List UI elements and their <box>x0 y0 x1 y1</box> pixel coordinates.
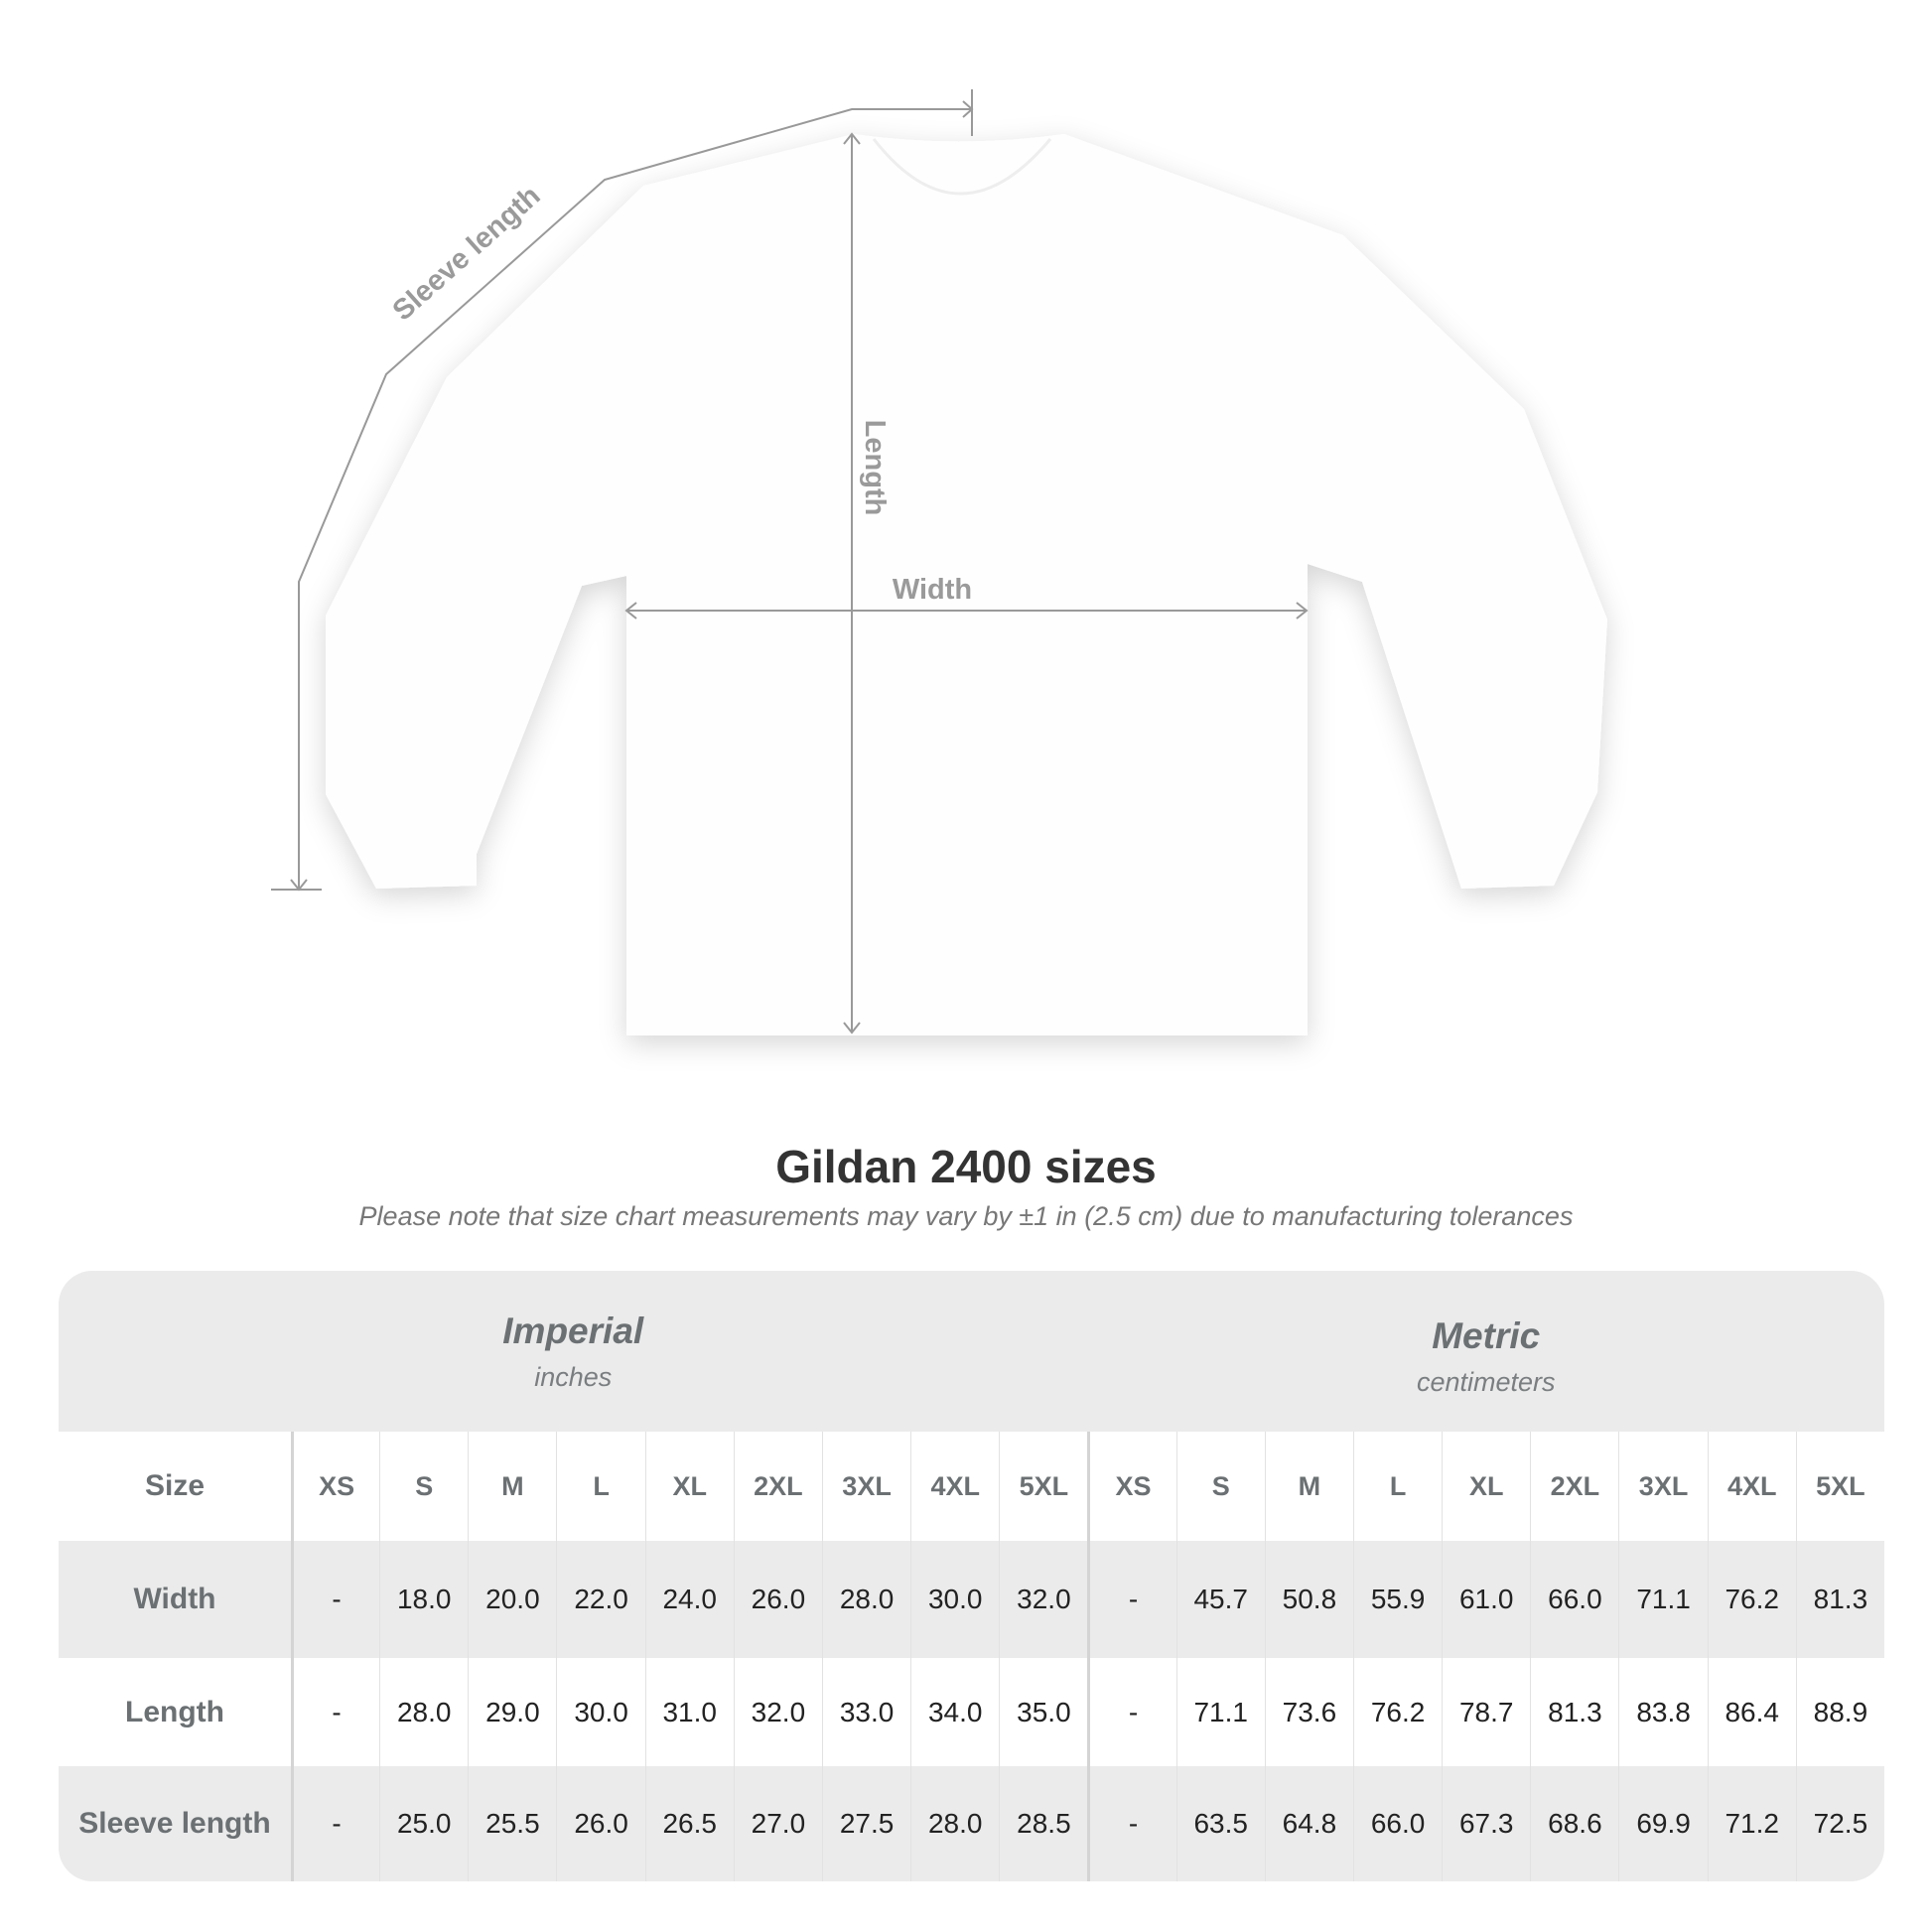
table-cell: 28.0 <box>821 1541 911 1658</box>
table-cell: 24.0 <box>644 1541 734 1658</box>
table-cell: 50.8 <box>1264 1541 1353 1658</box>
size-column-header: 3XL <box>821 1432 910 1541</box>
size-column-header: 3XL <box>1618 1432 1707 1541</box>
table-cell: 31.0 <box>644 1658 734 1766</box>
table-cell: 69.9 <box>1618 1766 1708 1881</box>
table-cell: 64.8 <box>1264 1766 1353 1881</box>
width-label: Width <box>893 574 972 606</box>
table-cell: - <box>1087 1766 1176 1881</box>
page-title: Gildan 2400 sizes <box>775 1141 1157 1192</box>
table-cell: 28.0 <box>379 1658 468 1766</box>
metric-header: Metric centimeters <box>1087 1271 1884 1432</box>
size-column-header: M <box>1264 1432 1353 1541</box>
table-cell: 73.6 <box>1264 1658 1353 1766</box>
table-cell: 22.0 <box>556 1541 645 1658</box>
size-column-header: XL <box>644 1432 734 1541</box>
length-label: Length <box>859 420 891 516</box>
table-cell: 86.4 <box>1707 1658 1796 1766</box>
table-cell: 71.1 <box>1175 1658 1265 1766</box>
table-cell: - <box>1087 1658 1175 1766</box>
table-cell: - <box>291 1658 379 1766</box>
table-cell: - <box>291 1766 380 1881</box>
table-cell: 71.2 <box>1707 1766 1796 1881</box>
size-column-header: 5XL <box>1795 1432 1884 1541</box>
table-cell: 55.9 <box>1352 1541 1443 1658</box>
table-cell: 32.0 <box>999 1541 1088 1658</box>
size-column-header: 2XL <box>733 1432 822 1541</box>
table-cell: 33.0 <box>821 1658 910 1766</box>
table-cell: 72.5 <box>1795 1766 1884 1881</box>
table-cell: 66.0 <box>1352 1766 1443 1881</box>
imperial-label: Imperial <box>502 1310 644 1351</box>
size-column-header: 4XL <box>910 1432 999 1541</box>
imperial-unit: inches <box>534 1361 613 1392</box>
table-cell: 76.2 <box>1352 1658 1442 1766</box>
table-cell: 26.0 <box>733 1541 822 1658</box>
shirt-diagram: Sleeve length Length Width <box>271 89 1607 1035</box>
table-cell: 88.9 <box>1795 1658 1884 1766</box>
table-cell: 30.0 <box>556 1658 644 1766</box>
table-cell: 28.5 <box>999 1766 1088 1881</box>
table-cell: 78.7 <box>1442 1658 1530 1766</box>
row-label: Width <box>59 1541 291 1658</box>
size-column-header: 2XL <box>1530 1432 1618 1541</box>
table-cell: 18.0 <box>379 1541 469 1658</box>
metric-unit: centimeters <box>1416 1366 1556 1397</box>
table-cell: 26.0 <box>556 1766 645 1881</box>
imperial-header: Imperial inches <box>59 1271 1088 1432</box>
size-column-header: XL <box>1442 1432 1530 1541</box>
size-column-header: L <box>556 1432 644 1541</box>
measurement-lines <box>271 89 1309 1035</box>
tolerance-note: Please note that size chart measurements… <box>358 1201 1574 1231</box>
table-cell: 30.0 <box>910 1541 1000 1658</box>
table-cell: 66.0 <box>1530 1541 1619 1658</box>
table-cell: 25.5 <box>468 1766 557 1881</box>
table-cell: 76.2 <box>1707 1541 1796 1658</box>
size-column-header: 4XL <box>1707 1432 1796 1541</box>
table-cell: - <box>1087 1541 1176 1658</box>
size-table: Imperial inches Metric centimeters Size X… <box>59 1271 1884 1881</box>
size-column-header: L <box>1352 1432 1442 1541</box>
neckline <box>872 138 1052 196</box>
size-column-header: S <box>1175 1432 1265 1541</box>
row-label: Sleeve length <box>59 1766 291 1881</box>
table-cell: - <box>291 1541 380 1658</box>
table-cell: 20.0 <box>468 1541 557 1658</box>
table-cell: 71.1 <box>1618 1541 1708 1658</box>
table-cell: 29.0 <box>468 1658 556 1766</box>
table-cell: 83.8 <box>1618 1658 1707 1766</box>
table-cell: 68.6 <box>1530 1766 1619 1881</box>
table-cell: 63.5 <box>1175 1766 1265 1881</box>
table-cell: 81.3 <box>1530 1658 1618 1766</box>
size-header: Size <box>144 1469 206 1502</box>
table-cell: 34.0 <box>910 1658 999 1766</box>
row-label: Length <box>125 1695 224 1728</box>
size-column-header: XS <box>1087 1432 1175 1541</box>
table-cell: 61.0 <box>1442 1541 1531 1658</box>
table-cell: 26.5 <box>644 1766 734 1881</box>
size-column-header: 5XL <box>999 1432 1087 1541</box>
table-cell: 45.7 <box>1175 1541 1265 1658</box>
table-cell: 81.3 <box>1795 1541 1884 1658</box>
table-cell: 27.0 <box>733 1766 822 1881</box>
table-cell: 25.0 <box>379 1766 469 1881</box>
long-sleeve-shirt <box>326 134 1607 1035</box>
table-cell: 32.0 <box>733 1658 822 1766</box>
table-cell: 67.3 <box>1442 1766 1531 1881</box>
table-cell: 28.0 <box>910 1766 1000 1881</box>
size-column-header: S <box>379 1432 468 1541</box>
table-cell: 27.5 <box>821 1766 911 1881</box>
size-column-header: XS <box>291 1432 379 1541</box>
table-cell: 35.0 <box>999 1658 1087 1766</box>
metric-label: Metric <box>1432 1314 1541 1356</box>
size-column-header: M <box>468 1432 556 1541</box>
